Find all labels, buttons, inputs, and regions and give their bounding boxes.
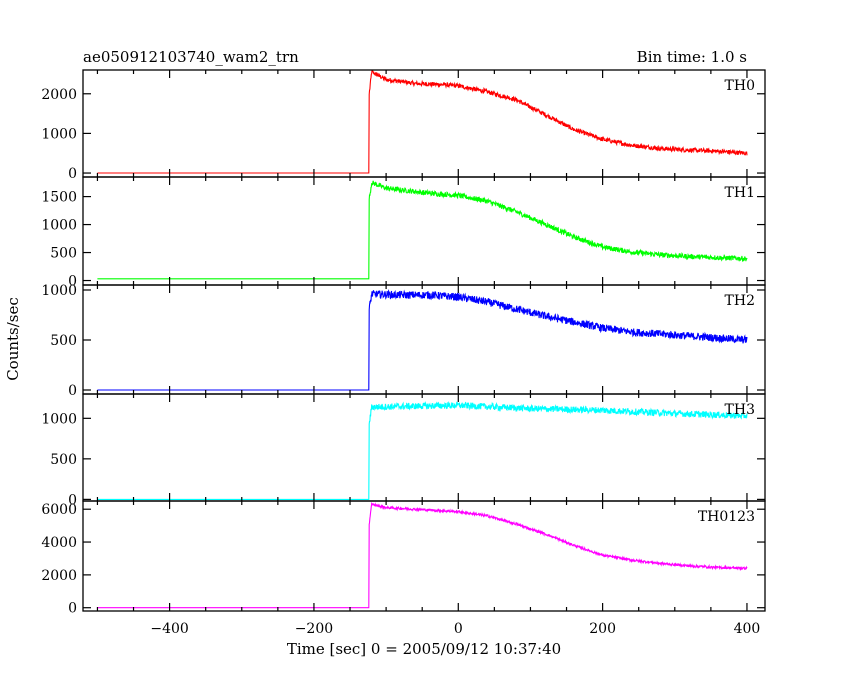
series-line-th3	[97, 401, 748, 500]
x-tick-label: −200	[295, 621, 333, 637]
y-tick-label: 2000	[41, 87, 77, 103]
panel-label: TH2	[725, 293, 755, 309]
y-tick-label: 1000	[41, 283, 77, 299]
y-tick-label: 1500	[41, 190, 77, 206]
x-tick-label: 400	[734, 621, 761, 637]
panel-th0: 0 1000 2000 TH0	[41, 69, 766, 182]
y-tick-label: 0	[68, 383, 77, 399]
x-tick-label: 200	[589, 621, 616, 637]
y-tick-label: 0	[68, 274, 77, 290]
chart-title: ae050912103740_wam2_trn	[83, 48, 299, 66]
panel-label: TH3	[725, 402, 755, 418]
y-tick-label: 0	[68, 601, 77, 617]
y-tick-label: 500	[50, 452, 77, 468]
panel-th3: 0 500 1000 TH3	[41, 393, 766, 508]
panel-th1: 0 500 1000 1500 TH1	[41, 176, 766, 290]
x-tick-label: −400	[150, 621, 188, 637]
x-tick-label: 0	[454, 621, 463, 637]
y-tick-label: 1000	[41, 126, 77, 142]
panel-th0123: 0 2000 4000 6000 TH0123	[41, 500, 766, 617]
y-tick-label: 1000	[41, 411, 77, 427]
y-tick-label: 2000	[41, 568, 77, 584]
y-tick-label: 6000	[41, 502, 77, 518]
y-tick-label: 0	[68, 166, 77, 182]
y-axis-label: Counts/sec	[4, 297, 22, 381]
y-tick-label: 1000	[41, 218, 77, 234]
series-line-th0	[97, 70, 748, 174]
bin-time-label: Bin time: 1.0 s	[637, 48, 747, 66]
y-tick-label: 500	[50, 246, 77, 262]
panel-frame	[82, 69, 766, 178]
y-tick-label: 0	[68, 492, 77, 508]
panel-label: TH1	[725, 185, 755, 201]
panel-label: TH0123	[698, 509, 755, 525]
panel-label: TH0	[725, 78, 755, 94]
panel-th2: 0 500 1000 TH2	[41, 283, 766, 399]
series-line-th2	[97, 289, 748, 391]
panel-frame	[82, 284, 766, 395]
series-line-th0123	[97, 501, 748, 609]
y-tick-label: 4000	[41, 535, 77, 551]
panel-frame	[82, 500, 766, 612]
x-axis-label: Time [sec] 0 = 2005/09/12 10:37:40	[287, 640, 561, 658]
y-tick-label: 500	[50, 333, 77, 349]
series-line-th1	[97, 180, 748, 280]
